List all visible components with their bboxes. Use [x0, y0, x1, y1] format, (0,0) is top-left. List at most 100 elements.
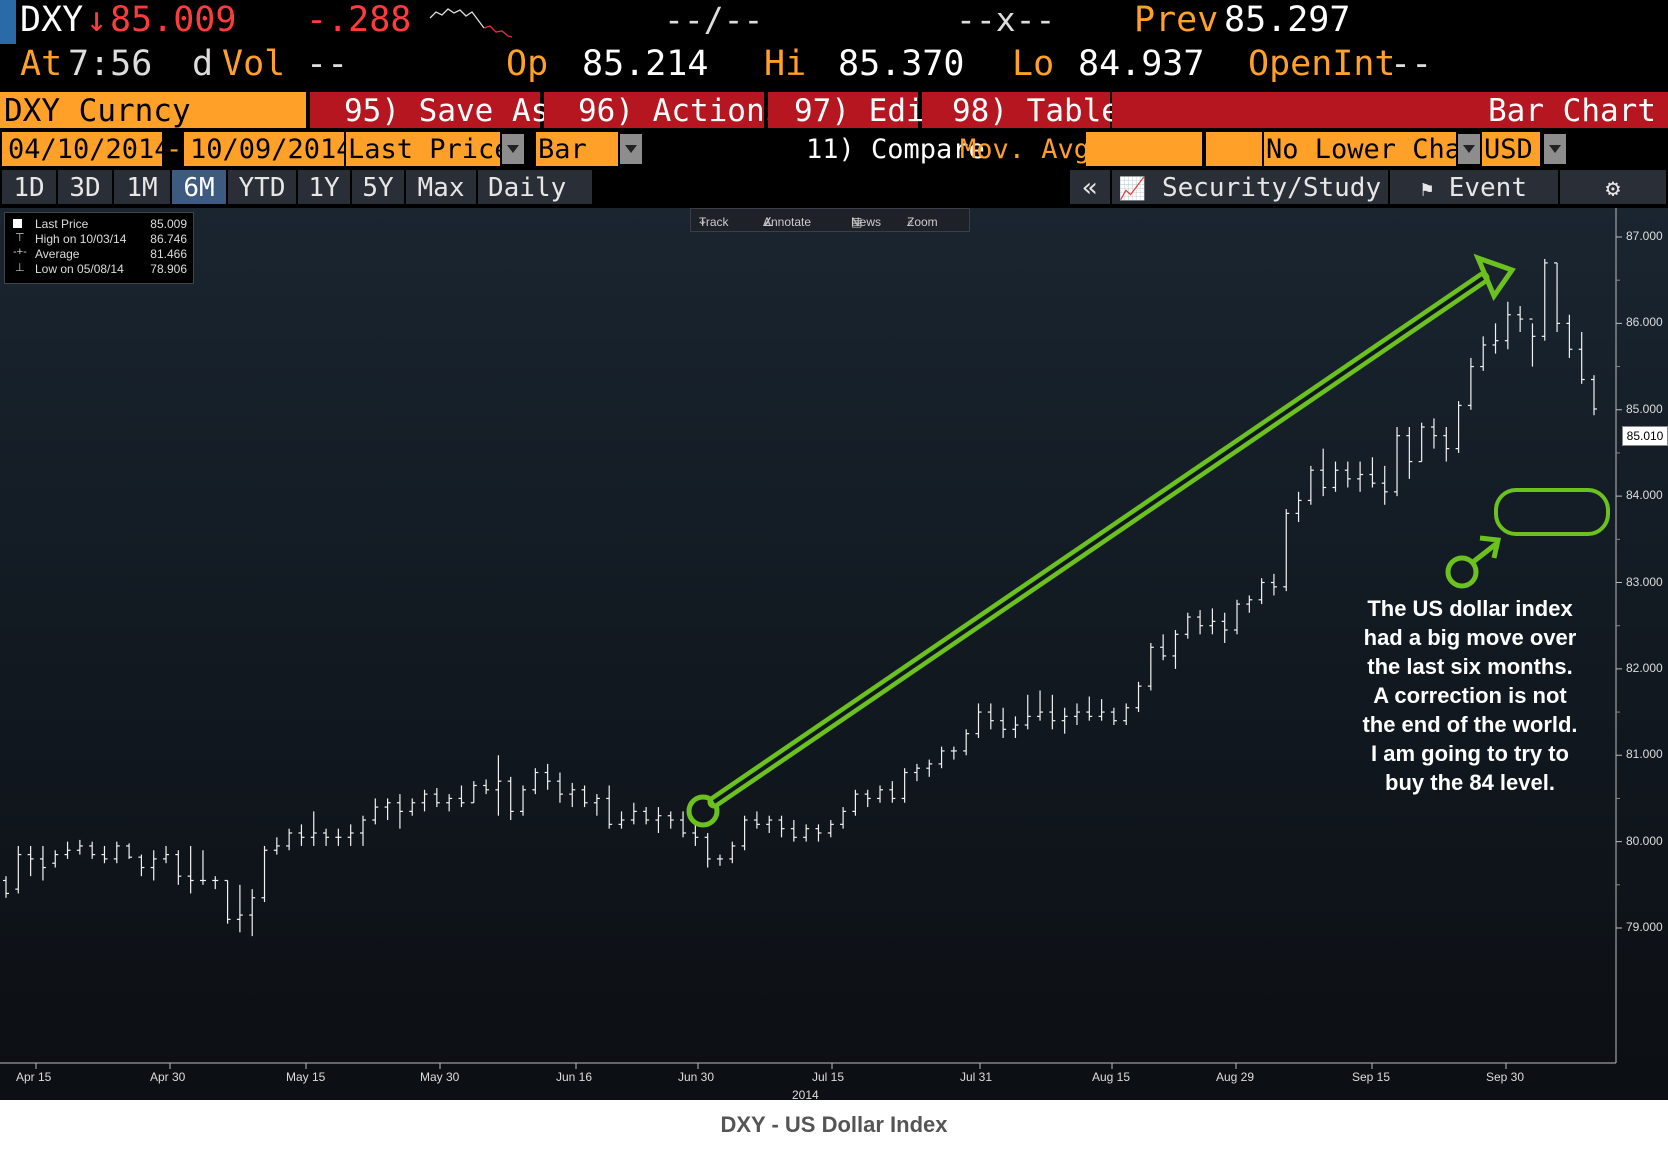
y-ticks [1616, 236, 1622, 929]
table-button[interactable]: 98) Table [922, 92, 1120, 129]
price-bar [975, 703, 982, 738]
track-label: Track [699, 215, 729, 229]
timeframe-max[interactable]: Max [406, 170, 476, 204]
mov-avgs-field-1[interactable] [1086, 132, 1202, 166]
periodicity-select[interactable]: Daily ▼ [478, 170, 592, 237]
legend-high-label: High on 10/03/14 [35, 232, 127, 246]
price-plot[interactable] [0, 208, 1668, 1100]
timeframe-1y[interactable]: 1Y [298, 170, 350, 204]
start-date-field[interactable]: 04/10/2014 [2, 132, 171, 166]
price-bar [913, 763, 920, 782]
timeframe-3d[interactable]: 3D [58, 170, 112, 204]
field-dropdown-icon[interactable] [502, 134, 524, 164]
price-bar [138, 854, 145, 877]
periodicity-label: Daily [488, 173, 567, 203]
legend-avg-icon: -+- [13, 246, 27, 258]
x-ticks [35, 1063, 1507, 1069]
field-select[interactable]: Last Price [346, 132, 511, 166]
menu-bar: DXY Curncy 95) Save As 96) Actions ▼ 97)… [0, 90, 1668, 130]
price-bar [1591, 375, 1597, 416]
price-bar [199, 850, 206, 885]
target-marker [1445, 488, 1610, 589]
price-bar [1320, 448, 1327, 497]
price-bar [963, 729, 970, 756]
price-bar [261, 845, 268, 903]
price-bar [1344, 461, 1351, 488]
event-button[interactable]: ⚑ Event [1390, 170, 1558, 204]
legend-square-icon [13, 219, 22, 228]
crosshair-icon: ⌖ [699, 215, 706, 229]
timeframe-6m[interactable]: 6M [172, 170, 226, 204]
price-bar [987, 703, 994, 730]
currency-dropdown-icon[interactable] [1544, 134, 1566, 164]
y-tick-label: 81.000 [1626, 747, 1663, 762]
quote-line-2: At 7:56 d Vol -- Op 85.214 Hi 85.370 Lo … [0, 44, 1668, 90]
legend-last-label: Last Price [35, 217, 89, 231]
price-bar [495, 755, 502, 816]
mov-avgs-field-2[interactable] [1206, 132, 1262, 166]
collapse-button[interactable]: « [1070, 170, 1110, 204]
x-tick-label: Sep 30 [1486, 1070, 1525, 1084]
price-bar [298, 824, 305, 846]
edit-button[interactable]: 97) Edit ▼ [768, 92, 970, 129]
save-as-button[interactable]: 95) Save As [310, 92, 549, 129]
price-bar [1147, 642, 1154, 691]
price-bar [1172, 630, 1179, 669]
chart-area[interactable]: ⊤ -+- ⊥ Last Price 85.009 High on 10/03/… [0, 208, 1668, 1102]
price-bar [606, 785, 613, 829]
price-bar [1467, 357, 1474, 410]
timeframe-ytd[interactable]: YTD [228, 170, 296, 204]
zoom-label: Zoom [907, 215, 938, 229]
chart-line-icon: 📈 [1118, 177, 1147, 202]
timeframe-1d[interactable]: 1D [2, 170, 56, 204]
price-bar [1098, 699, 1105, 721]
price-bar [827, 820, 834, 838]
price-bar [1197, 610, 1204, 635]
price-bar [1517, 306, 1524, 333]
price-bar [1258, 578, 1265, 605]
price-bar [1566, 314, 1573, 358]
security-field[interactable]: DXY Curncy [0, 92, 306, 129]
last-time: 7:56 [68, 44, 153, 84]
annotation-line: had a big move over [1363, 625, 1577, 650]
lower-chart-select[interactable]: No Lower Chart [1264, 132, 1456, 166]
timeframe-1m[interactable]: 1M [114, 170, 170, 204]
edit-label: 97) Edit [794, 93, 944, 129]
security-study-button[interactable]: 📈 Security/Study [1112, 170, 1388, 204]
settings-gear-icon[interactable]: ⚙ [1560, 170, 1666, 204]
price-bar [384, 798, 391, 821]
down-arrow-icon: ↓ [86, 0, 108, 40]
price-bar [433, 788, 440, 808]
price-bar [1394, 427, 1401, 497]
trend-arrow [686, 253, 1516, 828]
actions-button[interactable]: 96) Actions ▼ [544, 92, 810, 129]
x-tick-label: Jun 16 [556, 1070, 593, 1084]
price-bar [236, 884, 243, 933]
price-bar [483, 779, 490, 795]
price-bar [1418, 422, 1425, 463]
price-bar [150, 850, 157, 881]
annotation-line: the last six months. [1367, 654, 1573, 679]
price-bar [1061, 707, 1068, 734]
chart-type-dropdown-icon[interactable] [620, 134, 642, 164]
currency-select[interactable]: USD [1482, 132, 1540, 166]
timeframe-5y[interactable]: 5Y [352, 170, 404, 204]
prev-close: 85.297 [1224, 0, 1351, 40]
price-bar [593, 794, 600, 816]
price-bar [1541, 258, 1548, 341]
lower-chart-dropdown-icon[interactable] [1458, 134, 1480, 164]
price-bar [409, 798, 416, 816]
prev-label: Prev [1134, 0, 1219, 40]
price-bar [1024, 694, 1031, 730]
price-bar [1578, 332, 1585, 384]
legend-low-icon: ⊥ [15, 262, 25, 274]
chart-type-select[interactable]: Bar [536, 132, 618, 166]
end-date-field[interactable]: 10/09/2014 [184, 132, 353, 166]
price-bar [630, 802, 637, 825]
bid-ask-size: --x-- [956, 0, 1056, 39]
y-tick-label: 84.000 [1626, 488, 1663, 503]
x-tick-label: May 30 [420, 1070, 460, 1084]
annotation-line: The US dollar index [1367, 596, 1573, 621]
compare-button[interactable]: 11) Compare [806, 134, 985, 165]
price-bar [1455, 401, 1462, 453]
